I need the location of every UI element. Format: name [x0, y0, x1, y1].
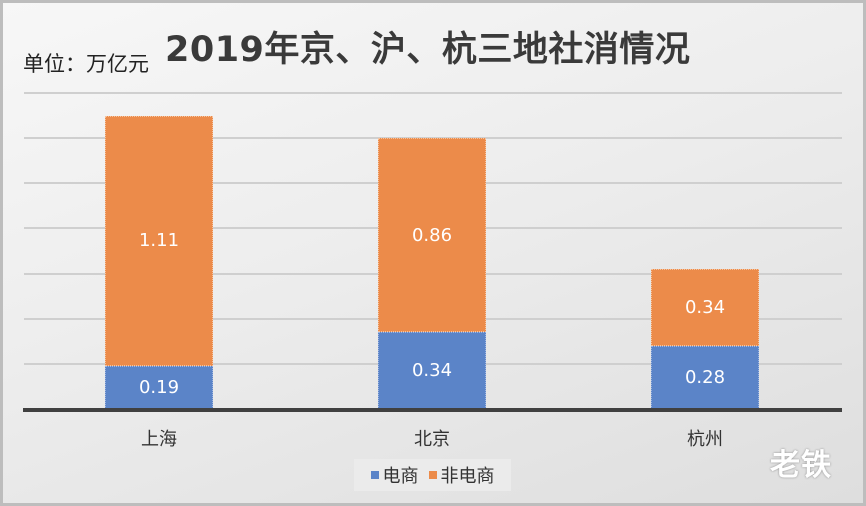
x-axis-category-label: 上海 [141, 429, 177, 450]
data-label: 0.19 [138, 377, 180, 399]
chart-title: 2019年京、沪、杭三地社消情况 [165, 30, 691, 70]
x-axis-category-label: 杭州 [687, 429, 723, 450]
bar-segment-non-ecommerce[interactable]: 0.34 [651, 269, 759, 346]
legend-swatch-ecommerce-icon [370, 471, 379, 479]
data-label: 0.34 [411, 360, 453, 382]
legend: 电商 非电商 [354, 459, 511, 491]
legend-item-ecommerce[interactable]: 电商 [370, 462, 419, 488]
data-label: 0.28 [684, 366, 726, 388]
bar-segment-ecommerce[interactable]: 0.28 [651, 345, 759, 409]
data-label: 0.86 [411, 224, 453, 246]
data-label: 0.34 [684, 296, 726, 318]
x-axis-category-label: 北京 [414, 429, 450, 450]
x-axis-line [23, 408, 842, 412]
legend-label: 电商 [382, 466, 419, 487]
bar-segment-ecommerce[interactable]: 0.34 [378, 332, 486, 409]
gridline [24, 92, 842, 94]
bar-segment-non-ecommerce[interactable]: 1.11 [105, 115, 213, 367]
data-label: 1.11 [138, 230, 180, 252]
legend-swatch-non-ecommerce-icon [428, 471, 437, 479]
unit-label: 单位：万亿元 [23, 52, 149, 76]
legend-label: 非电商 [440, 466, 495, 487]
legend-item-non-ecommerce[interactable]: 非电商 [428, 462, 495, 488]
bar-segment-ecommerce[interactable]: 0.19 [105, 366, 213, 409]
bar-segment-non-ecommerce[interactable]: 0.86 [378, 138, 486, 333]
watermark: 老铁 [770, 448, 832, 483]
